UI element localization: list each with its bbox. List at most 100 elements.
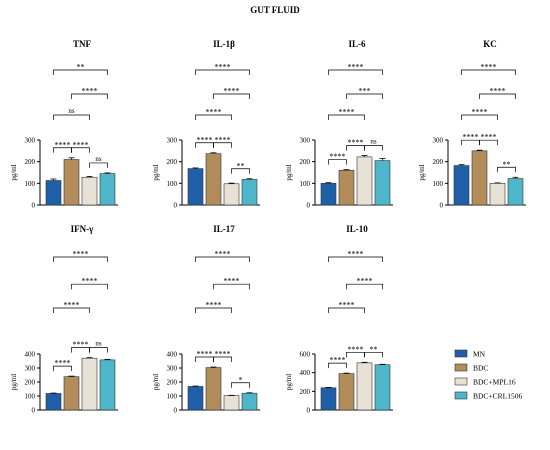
significance-label: **** xyxy=(73,340,89,349)
significance-label: **** xyxy=(73,250,89,259)
significance-bracket xyxy=(328,256,383,262)
significance-label: **** xyxy=(206,301,222,310)
significance-label: * xyxy=(239,375,243,384)
bar-mn xyxy=(320,183,337,206)
figure-title: GUT FLUID xyxy=(250,5,300,15)
significance-label: **** xyxy=(481,133,497,142)
significance-label: **** xyxy=(490,87,506,96)
bar-mn xyxy=(187,168,204,206)
y-tick-label: 100 xyxy=(25,393,36,401)
panel-4: IFN-γ 0 100 200 300 400 pg/ml **** **** ns **** ***… xyxy=(10,224,118,415)
bar-bdc xyxy=(205,153,222,206)
bar-bdc-crl1506 xyxy=(374,160,391,206)
significance-label: **** xyxy=(55,359,71,368)
y-tick-label: 0 xyxy=(440,202,444,210)
y-tick-label: 300 xyxy=(25,365,36,373)
bar-bdc xyxy=(338,373,355,411)
significance-label: **** xyxy=(215,350,231,359)
significance-label: **** xyxy=(224,277,240,286)
significance-bracket xyxy=(497,166,516,173)
significance-bracket xyxy=(346,93,383,99)
bar-bdc-mpl16 xyxy=(356,156,373,206)
legend-label: BDC xyxy=(473,364,488,373)
significance-bracket xyxy=(231,168,250,174)
significance-bracket xyxy=(364,351,383,358)
y-axis-label: pg/ml xyxy=(152,374,160,390)
significance-label: ** xyxy=(503,160,511,169)
y-tick-label: 200 xyxy=(25,379,36,387)
y-axis-label: pg/ml xyxy=(418,164,426,180)
y-tick-label: 100 xyxy=(167,393,178,401)
significance-label: **** xyxy=(481,63,497,72)
y-tick-label: 200 xyxy=(300,158,311,166)
significance-label: ** xyxy=(237,161,245,170)
y-tick-label: 300 xyxy=(433,137,444,145)
significance-bracket xyxy=(231,382,250,388)
panel-title: KC xyxy=(483,39,497,49)
y-tick-label: 100 xyxy=(167,180,178,188)
y-tick-label: 400 xyxy=(25,351,36,359)
significance-label: ns xyxy=(370,138,377,146)
significance-label: **** xyxy=(82,277,98,286)
legend: MN BDC BDC+MPL16 BDC+CRL1506 xyxy=(454,350,522,401)
significance-label: **** xyxy=(463,133,479,142)
significance-label: ** xyxy=(77,63,85,72)
significance-label: **** xyxy=(348,345,364,354)
significance-bracket xyxy=(71,283,108,290)
significance-bracket xyxy=(213,356,232,363)
legend-label: BDC+CRL1506 xyxy=(473,392,522,401)
bar-bdc xyxy=(63,159,80,206)
y-tick-label: 0 xyxy=(307,407,311,415)
legend-swatch xyxy=(454,377,468,386)
significance-bracket xyxy=(53,365,72,372)
y-tick-label: 300 xyxy=(167,137,178,145)
significance-bracket xyxy=(53,69,108,75)
y-tick-label: 100 xyxy=(433,180,444,188)
bar-bdc-mpl16 xyxy=(81,357,98,411)
significance-label: ns xyxy=(95,340,102,348)
y-axis-label: pg/ml xyxy=(285,374,293,390)
significance-label: **** xyxy=(357,277,373,286)
significance-label: ** xyxy=(370,345,378,354)
y-tick-label: 0 xyxy=(174,202,178,210)
significance-label: ns xyxy=(68,107,75,115)
significance-bracket xyxy=(71,147,90,153)
significance-bracket xyxy=(479,139,498,146)
significance-label: **** xyxy=(348,63,364,72)
bar-bdc-crl1506 xyxy=(241,179,258,206)
significance-bracket xyxy=(461,114,498,120)
bar-bdc xyxy=(205,367,222,411)
y-tick-label: 0 xyxy=(32,202,36,210)
legend-swatch xyxy=(454,363,468,372)
y-tick-label: 0 xyxy=(32,407,36,415)
panel-title: IL-1β xyxy=(213,39,235,49)
bar-bdc-crl1506 xyxy=(241,392,258,411)
significance-label: **** xyxy=(64,301,80,310)
bar-bdc-mpl16 xyxy=(223,395,240,411)
significance-bracket xyxy=(213,142,232,148)
bar-bdc-mpl16 xyxy=(356,362,373,411)
significance-bracket xyxy=(89,162,108,168)
bar-bdc-mpl16 xyxy=(223,183,240,206)
significance-bracket xyxy=(346,283,383,290)
significance-label: **** xyxy=(55,140,71,149)
y-tick-label: 400 xyxy=(167,351,178,359)
significance-bracket xyxy=(195,69,250,75)
bar-mn xyxy=(45,180,62,206)
panel-title: IL-10 xyxy=(346,224,368,234)
bar-bdc xyxy=(338,170,355,206)
y-axis-label: pg/ml xyxy=(152,164,160,180)
significance-bracket xyxy=(213,283,250,290)
significance-bracket xyxy=(53,307,90,313)
significance-bracket xyxy=(213,93,250,99)
y-tick-label: 100 xyxy=(300,180,311,188)
y-tick-label: 200 xyxy=(167,158,178,166)
significance-bracket xyxy=(479,93,516,99)
